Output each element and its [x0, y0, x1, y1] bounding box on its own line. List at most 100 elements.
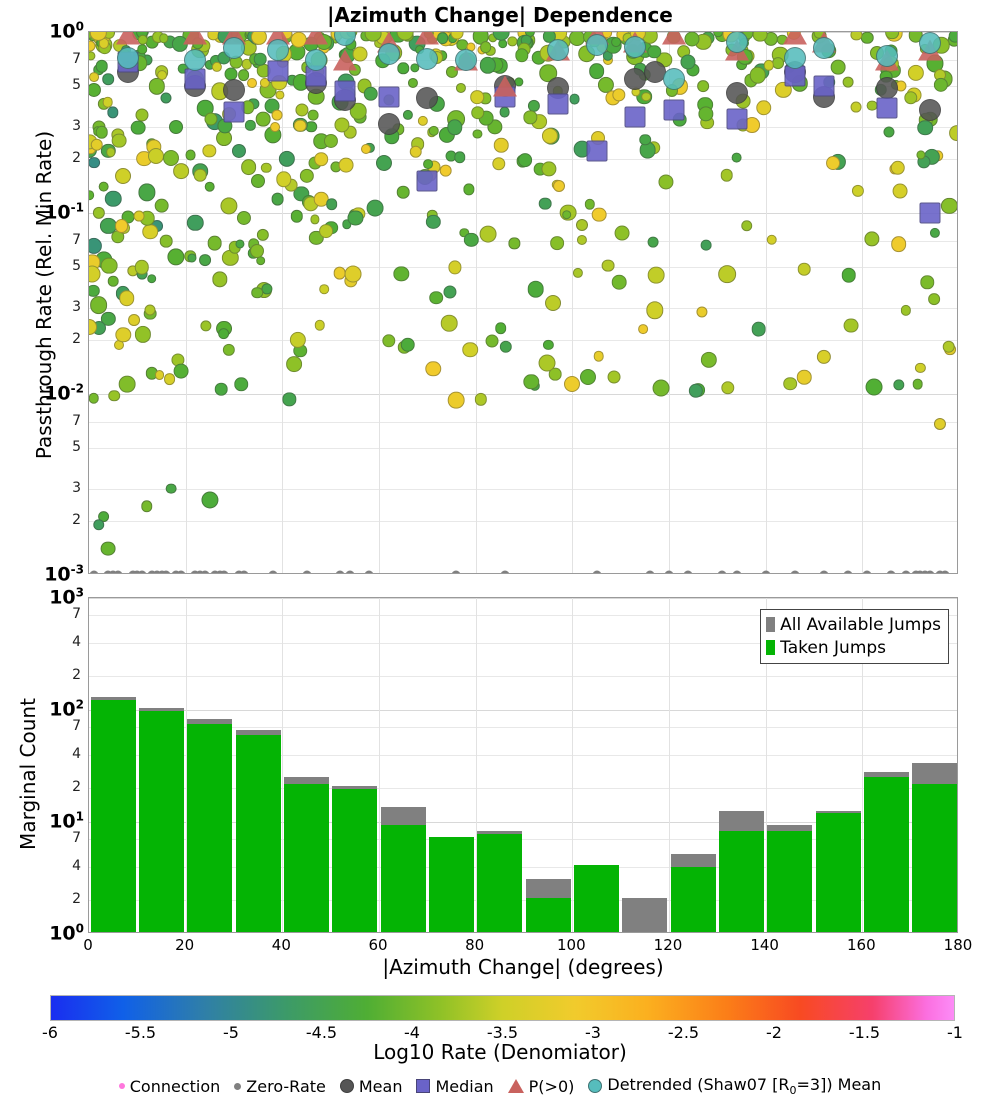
- scatter-point-connection: [324, 134, 338, 148]
- legend-item: All Available Jumps: [766, 613, 941, 636]
- scatter-point-connection: [215, 383, 228, 396]
- bar-segment-taken: [767, 831, 812, 932]
- scatter-marker-detrended: [919, 32, 941, 54]
- scatter-point-connection: [89, 72, 99, 82]
- scatter-point-connection: [890, 160, 904, 174]
- scatter-point-connection: [95, 126, 107, 138]
- scatter-point-connection: [338, 158, 353, 173]
- scatter-point-connection: [291, 210, 303, 222]
- scatter-point-connection: [573, 268, 583, 278]
- scatter-point-connection: [272, 109, 283, 120]
- scatter-point-zero-rate: [761, 571, 770, 575]
- scatter-point-zero-rate: [176, 571, 185, 575]
- scatter-point-connection: [161, 93, 172, 104]
- scatter-marker-p-gt-0: [333, 50, 357, 71]
- scatter-point-connection: [826, 156, 840, 170]
- colorbar-wrapper: -6 -5.5 -5 -4.5 -4 -3.5 -3 -2.5 -2 -1.5 -1: [50, 995, 955, 1021]
- y-tick-label: 10-3: [44, 562, 84, 585]
- scatter-point-connection: [612, 275, 627, 290]
- scatter-point-connection: [842, 268, 857, 283]
- scatter-marker-detrended: [876, 45, 898, 67]
- scatter-marker-p-gt-0: [493, 76, 517, 97]
- scatter-marker-mean: [378, 113, 400, 135]
- gridline: [89, 422, 957, 423]
- scatter-point-connection: [261, 163, 271, 173]
- scatter-point-connection: [382, 334, 395, 347]
- scatter-point-connection: [109, 390, 121, 402]
- scatter-marker-median: [586, 141, 607, 162]
- scatter-point-zero-rate: [940, 571, 949, 575]
- scatter-marker-median: [625, 106, 646, 127]
- scatter-point-connection: [136, 108, 149, 121]
- scatter-point-connection: [403, 109, 413, 119]
- scatter-marker-median: [267, 60, 288, 81]
- y-tick-label: 7: [72, 830, 81, 846]
- scatter-point-zero-rate: [887, 571, 896, 575]
- scatter-plot-panel: [88, 31, 958, 574]
- scatter-point-connection: [639, 134, 651, 146]
- x-tick-label: 80: [465, 936, 484, 954]
- scatter-point-connection: [917, 120, 933, 136]
- scatter-point-zero-rate: [926, 571, 935, 575]
- scatter-point-connection: [207, 236, 222, 251]
- x-tick-label: 140: [750, 936, 779, 954]
- legend-circle-icon: [340, 1079, 354, 1093]
- scatter-point-connection: [95, 60, 108, 73]
- scatter-marker-p-gt-0: [116, 31, 140, 45]
- scatter-point-connection: [611, 37, 621, 47]
- scatter-marker-mean: [919, 99, 941, 121]
- bar-segment-taken: [816, 813, 861, 932]
- scatter-point-connection: [234, 378, 248, 392]
- y-tick-label: 3: [72, 299, 81, 315]
- scatter-point-connection: [308, 109, 319, 120]
- scatter-point-connection: [797, 370, 812, 385]
- scatter-point-connection: [949, 125, 958, 141]
- scatter-point-connection: [144, 304, 155, 315]
- scatter-point-connection: [480, 226, 497, 243]
- scatter-point-connection: [891, 237, 907, 253]
- scatter-point-connection: [88, 157, 100, 169]
- scatter-point-connection: [842, 76, 853, 87]
- scatter-point-connection: [426, 361, 441, 376]
- scatter-point-connection: [576, 219, 588, 231]
- scatter-point-connection: [397, 63, 408, 74]
- marker-legend: Connection Zero-Rate Mean Median P(>0) Detren…: [0, 1074, 1000, 1098]
- legend-square-icon: [416, 1079, 430, 1093]
- scatter-point-connection: [426, 215, 440, 229]
- scatter-point-connection: [550, 236, 564, 250]
- scatter-marker-detrended: [305, 49, 327, 71]
- scatter-point-connection: [713, 31, 723, 37]
- scatter-point-zero-rate: [336, 571, 345, 575]
- marker-legend-label: Detrended (Shaw07 [R0=3]) Mean: [607, 1075, 881, 1097]
- scatter-point-connection: [658, 175, 673, 190]
- scatter-point-zero-rate: [863, 571, 872, 575]
- scatter-point-connection: [173, 364, 188, 379]
- scatter-point-connection: [134, 210, 145, 221]
- scatter-point-connection: [930, 227, 940, 237]
- scatter-point-zero-rate: [302, 571, 311, 575]
- scatter-point-connection: [844, 318, 859, 333]
- scatter-point-connection: [475, 393, 487, 405]
- scatter-point-connection: [542, 162, 557, 177]
- scatter-point-connection: [88, 266, 100, 283]
- y-tick-label: 2: [72, 667, 81, 683]
- scatter-point-connection: [155, 370, 165, 380]
- scatter-point-connection: [166, 483, 177, 494]
- histogram-panel: All Available Jumps Taken Jumps: [88, 597, 958, 933]
- scatter-point-connection: [861, 31, 873, 43]
- scatter-point-connection: [756, 100, 772, 116]
- scatter-point-connection: [361, 144, 371, 154]
- scatter-point-connection: [471, 106, 485, 120]
- scatter-point-connection: [423, 159, 433, 169]
- scatter-point-zero-rate: [790, 571, 799, 575]
- scatter-point-connection: [98, 181, 109, 192]
- scatter-point-connection: [201, 320, 212, 331]
- x-tick-label: 120: [654, 936, 683, 954]
- gridline: [572, 32, 573, 573]
- scatter-point-connection: [439, 164, 452, 177]
- y-tick-label: 101: [49, 809, 84, 832]
- histogram-bar: [526, 597, 571, 932]
- scatter-point-connection: [245, 120, 255, 130]
- scatter-point-zero-rate: [239, 571, 248, 575]
- scatter-point-connection: [495, 323, 507, 335]
